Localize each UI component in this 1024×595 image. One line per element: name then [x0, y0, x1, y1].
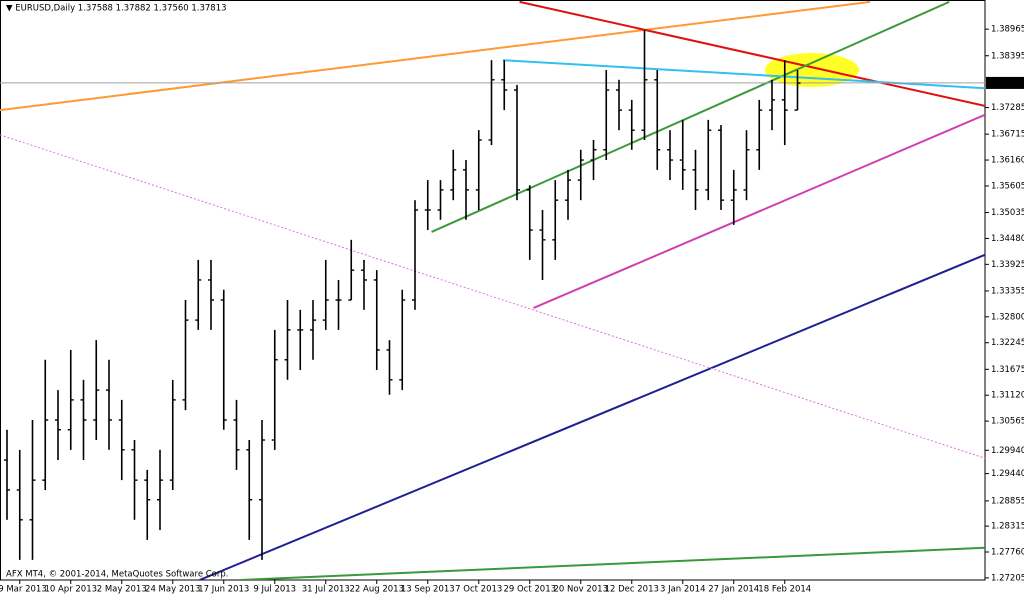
x-tick-label: 10 Apr 2013 — [44, 585, 97, 595]
x-tick-label: 18 Feb 2014 — [758, 585, 811, 595]
trendline — [502, 59, 985, 90]
highlight — [765, 53, 859, 87]
x-tick-label: 7 Oct 2013 — [455, 585, 502, 595]
trendline — [533, 113, 985, 309]
current-price-box — [986, 76, 1024, 89]
y-tick-label: 1.30565 — [991, 417, 1024, 427]
x-tick-label: 20 Nov 2013 — [554, 585, 608, 595]
x-tick-label: 31 Jul 2013 — [302, 585, 350, 595]
trendline — [431, 0, 950, 233]
y-tick-label: 1.29440 — [991, 469, 1024, 479]
y-tick-label: 1.32245 — [991, 338, 1024, 348]
x-tick-label: 27 Jan 2014 — [708, 585, 759, 595]
y-tick-label: 1.36715 — [991, 130, 1024, 140]
x-tick-label: 17 Jun 2013 — [198, 585, 249, 595]
plot-area — [0, 0, 985, 580]
y-tick-label: 1.31675 — [991, 365, 1024, 375]
y-tick-label: 1.37285 — [991, 103, 1024, 113]
y-tick-label: 1.33925 — [991, 260, 1024, 270]
x-tick-label: 13 Sep 2013 — [401, 585, 455, 595]
x-tick-label: 3 Jan 2014 — [660, 585, 706, 595]
trendline — [0, 0, 871, 112]
y-tick-label: 1.32800 — [991, 312, 1024, 322]
x-tick-label: 29 Oct 2013 — [503, 585, 556, 595]
y-tick-label: 1.27205 — [991, 573, 1024, 583]
x-tick-label: 2 May 2013 — [97, 585, 147, 595]
y-tick-label: 1.34480 — [991, 234, 1024, 244]
trendline — [199, 253, 985, 580]
y-tick-label: 1.38395 — [991, 51, 1024, 61]
y-tick-label: 1.38965 — [991, 25, 1024, 35]
trendline — [519, 0, 985, 107]
y-tick-label: 1.35605 — [991, 181, 1024, 191]
y-tick-label: 1.29940 — [991, 446, 1024, 456]
current-price-label: 1.37813 — [990, 78, 1024, 88]
trendline — [0, 134, 985, 459]
x-tick-label: 19 Mar 2013 — [0, 585, 47, 595]
y-tick-label: 1.35035 — [991, 208, 1024, 218]
x-tick-label: 12 Dec 2013 — [605, 585, 659, 595]
y-tick-label: 1.33355 — [991, 286, 1024, 296]
y-tick-label: 1.27760 — [991, 548, 1024, 558]
x-tick-label: 9 Jul 2013 — [253, 585, 296, 595]
trendline — [240, 546, 985, 580]
chart-title: ▼ EURUSD,Daily 1.37588 1.37882 1.37560 1… — [6, 4, 227, 14]
plot-frame — [0, 0, 986, 581]
x-tick-label: 22 Aug 2013 — [350, 585, 404, 595]
y-tick-label: 1.28855 — [991, 496, 1024, 506]
x-tick-label: 24 May 2013 — [145, 585, 200, 595]
y-tick-label: 1.36160 — [991, 156, 1024, 166]
y-tick-label: 1.28315 — [991, 522, 1024, 532]
y-tick-label: 1.31120 — [991, 391, 1024, 401]
footer: AFX MT4, © 2001-2014, MetaQuotes Softwar… — [6, 570, 228, 580]
